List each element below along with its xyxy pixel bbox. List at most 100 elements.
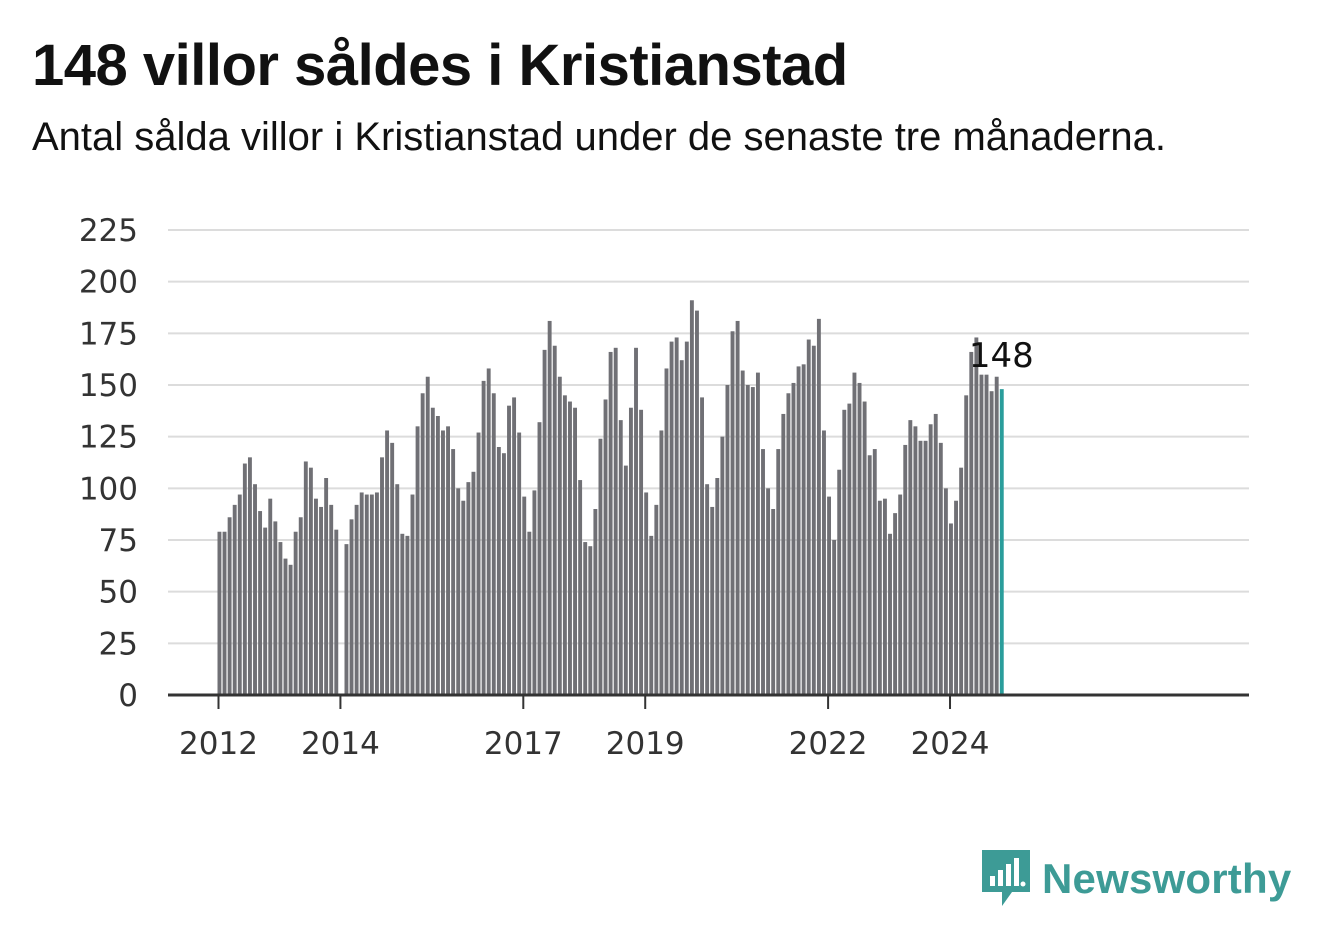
newsworthy-logo-icon	[982, 850, 1030, 906]
bar	[994, 376, 999, 695]
bar	[933, 413, 938, 695]
bar	[669, 341, 674, 695]
bar	[334, 529, 339, 695]
y-tick-label: 25	[99, 626, 138, 662]
bar	[628, 407, 633, 695]
bar	[344, 544, 349, 695]
bar	[857, 382, 862, 695]
bar	[227, 517, 232, 695]
bar	[862, 401, 867, 695]
bar	[664, 368, 669, 695]
bar	[583, 542, 588, 695]
bar	[750, 387, 755, 695]
bar	[745, 385, 750, 695]
bar	[593, 509, 598, 695]
bar	[715, 478, 720, 695]
bar	[298, 517, 303, 695]
bar	[263, 527, 268, 695]
bar	[578, 480, 583, 695]
bar	[420, 393, 425, 695]
bar	[659, 430, 664, 695]
bar	[618, 420, 623, 695]
bar	[278, 542, 283, 695]
bar	[954, 500, 958, 695]
bar	[522, 496, 527, 695]
bar	[324, 478, 329, 695]
bar	[598, 438, 603, 695]
bar	[847, 403, 852, 695]
bar	[710, 506, 715, 695]
bar	[496, 447, 501, 695]
y-tick-label: 100	[79, 471, 138, 507]
bar	[273, 521, 278, 695]
bar	[380, 457, 384, 695]
bar	[705, 484, 710, 695]
bar	[608, 351, 613, 695]
bar	[674, 337, 679, 695]
bar	[456, 488, 461, 695]
bar	[329, 504, 334, 695]
bar	[928, 424, 933, 695]
bar	[943, 488, 948, 695]
bar	[816, 318, 821, 695]
bar	[441, 430, 445, 695]
y-tick-label: 150	[79, 368, 138, 404]
bar	[385, 430, 390, 695]
bar	[400, 533, 405, 695]
bar	[964, 395, 969, 695]
bar	[415, 426, 420, 695]
bar	[517, 432, 522, 695]
bar	[603, 399, 608, 695]
bar	[314, 498, 318, 695]
bar	[507, 405, 511, 695]
bar	[374, 492, 379, 695]
bar	[725, 385, 730, 695]
chart-subtitle: Antal sålda villor i Kristianstad under …	[32, 115, 1166, 159]
bar	[481, 380, 486, 695]
bar	[852, 372, 857, 695]
bar	[247, 457, 252, 695]
bar	[771, 509, 776, 695]
bar	[959, 467, 964, 695]
bar	[913, 426, 918, 695]
bar	[893, 513, 898, 695]
bar	[405, 535, 410, 695]
bar	[364, 494, 369, 695]
bar	[700, 397, 704, 695]
last-value-annotation: 148	[969, 336, 1034, 376]
x-tick-label: 2022	[789, 726, 868, 762]
bar	[476, 432, 481, 695]
bar	[410, 494, 415, 695]
bar	[654, 504, 659, 695]
bar	[283, 558, 288, 695]
bar	[842, 409, 847, 695]
bar	[872, 449, 877, 695]
bar	[552, 345, 557, 695]
bar	[461, 500, 466, 695]
bar	[649, 535, 654, 695]
y-tick-label: 225	[79, 213, 138, 249]
bar	[232, 504, 237, 695]
bar	[740, 370, 745, 695]
x-tick-label: 2014	[301, 726, 380, 762]
bar	[532, 490, 537, 695]
bar	[425, 376, 430, 695]
bar	[395, 484, 400, 695]
bar	[288, 564, 293, 695]
bar	[918, 440, 923, 695]
x-tick-label: 2012	[179, 726, 258, 762]
bar	[730, 331, 735, 695]
bar	[319, 506, 323, 695]
y-axis-ticks: 0 25 50 75 100 125 150 175 200 225	[79, 213, 138, 714]
bar	[903, 444, 908, 695]
bar	[689, 300, 694, 695]
y-tick-label: 0	[118, 678, 138, 714]
latest-value-label: 148	[969, 336, 1034, 376]
bar	[827, 496, 831, 695]
bar	[537, 422, 542, 695]
bar	[466, 482, 471, 695]
bar	[755, 372, 760, 695]
bar-latest	[999, 389, 1004, 695]
y-tick-label: 200	[79, 265, 138, 301]
bar	[258, 511, 263, 695]
